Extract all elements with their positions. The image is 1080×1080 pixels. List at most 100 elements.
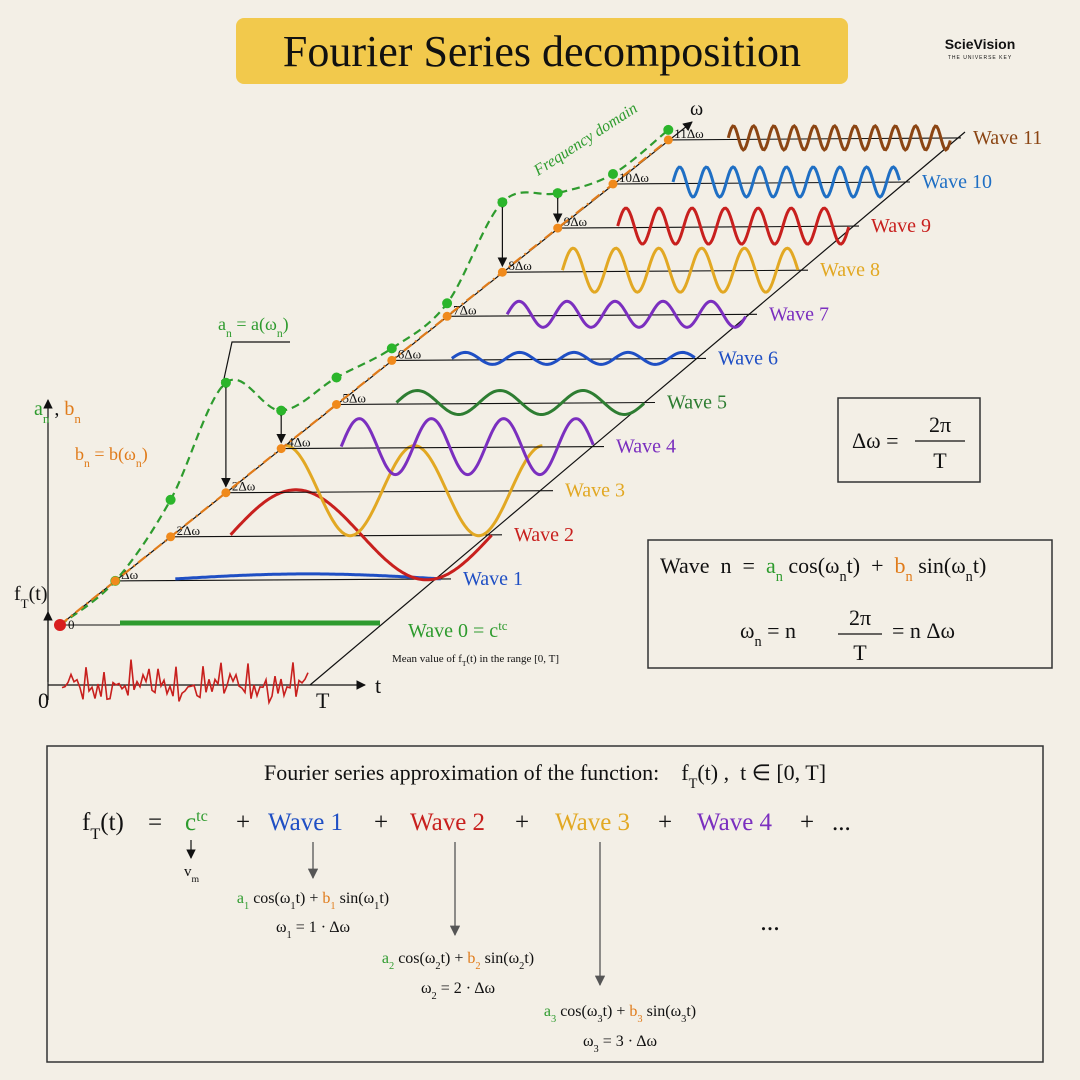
- orange-point: [608, 179, 618, 189]
- text-run: Mean value of f: [392, 653, 462, 665]
- orange-point: [110, 576, 120, 586]
- frequency-tick: 8Δω: [508, 258, 532, 273]
- orange-envelope: [59, 139, 669, 626]
- text-run: +: [236, 809, 250, 836]
- frame-line: [115, 578, 452, 582]
- text-run: f: [82, 809, 91, 836]
- script-text: 2: [389, 961, 394, 972]
- orange-point: [497, 267, 507, 277]
- text-run: = 3 · Δω: [599, 1033, 657, 1050]
- script-text: 3: [637, 1014, 642, 1025]
- script-text: 2: [519, 961, 524, 972]
- wave-curve: [339, 417, 595, 477]
- script-text: T: [689, 776, 698, 792]
- text-run: a: [766, 553, 776, 578]
- orange-point: [442, 311, 452, 321]
- wave-label: Wave 11: [973, 127, 1042, 149]
- frame-line: [391, 357, 707, 361]
- amplitude-label: an , bn: [34, 398, 81, 426]
- omega-n-rhs: = n Δω: [892, 618, 955, 643]
- text-run: (t): [29, 583, 48, 605]
- wave-curve: [616, 206, 851, 246]
- origin-point: [54, 619, 66, 631]
- text-run: b: [467, 950, 475, 967]
- text-run: ): [142, 444, 148, 465]
- equation-part: +: [800, 809, 814, 836]
- frequency-tick: 2Δω: [177, 523, 201, 538]
- green-envelope: [59, 129, 669, 626]
- script-text: n: [840, 569, 847, 585]
- an-leader: [221, 341, 290, 389]
- equation-part: +: [658, 809, 672, 836]
- wave-curve: [560, 246, 800, 294]
- script-text: 1: [374, 901, 379, 912]
- wave-curve: [229, 488, 493, 582]
- text-run: t) +: [296, 890, 323, 907]
- frame-line: [668, 137, 962, 141]
- wave-curve: [671, 165, 901, 199]
- term-omega: ω1 = 1 · Δω: [276, 919, 350, 941]
- frequency-tick: 9Δω: [564, 214, 588, 229]
- script-text: n: [277, 327, 283, 340]
- script-text: 2: [475, 961, 480, 972]
- text-run: t): [973, 553, 986, 578]
- frequency-tick: Δω: [121, 567, 138, 582]
- text-run: b: [629, 1003, 637, 1020]
- equation-part: ...: [832, 809, 851, 836]
- green-point: [331, 372, 342, 383]
- text-run: b: [322, 890, 330, 907]
- title-banner: [236, 18, 848, 84]
- frame-line: [557, 225, 860, 229]
- text-run: v: [184, 864, 192, 880]
- delta-box: [837, 397, 981, 483]
- green-point: [386, 343, 397, 354]
- term-omega: ω2 = 2 · Δω: [421, 980, 495, 1002]
- text-run: a: [218, 314, 226, 334]
- origin-label: 0: [38, 688, 49, 713]
- script-text: n: [74, 411, 81, 426]
- frequency-tick: 10Δω: [619, 170, 649, 185]
- text-run: cos(ω: [556, 1003, 597, 1020]
- script-text: n: [966, 569, 973, 585]
- text-run: ω: [421, 980, 432, 997]
- frame-line: [225, 490, 554, 494]
- wave-label: Wave 3: [565, 480, 625, 502]
- text-run: ω: [740, 618, 754, 643]
- an-label: an = a(ωn): [218, 314, 289, 340]
- approximation-title: Fourier series approximation of the func…: [264, 760, 826, 792]
- text-run: +: [515, 809, 529, 836]
- wave-n-formula: Wave n = an cos(ωnt) + bn sin(ωnt): [660, 553, 986, 585]
- frequency-tick: 4Δω: [287, 435, 311, 450]
- text-run: sin(ω: [643, 1003, 682, 1020]
- script-text: n: [754, 634, 761, 650]
- wave-curve: [726, 123, 952, 152]
- text-run: b: [75, 444, 84, 464]
- equation-part: Wave 1: [268, 809, 343, 836]
- text-run: a: [34, 398, 43, 420]
- green-point: [663, 124, 674, 135]
- equation-part: Wave 2: [410, 809, 485, 836]
- brand: ScieVision: [945, 36, 1016, 52]
- text-run: = 2 · Δω: [437, 980, 495, 997]
- wave-curve: [505, 299, 747, 329]
- script-text: 1: [244, 901, 249, 912]
- text-run: t): [524, 950, 534, 967]
- term-expression: a2 cos(ω2t) + b2 sin(ω2t): [382, 950, 534, 972]
- text-run: f: [14, 583, 21, 605]
- wave0-label: Wave 0 = ctc: [408, 618, 508, 643]
- text-run: a: [237, 890, 244, 907]
- script-text: 2: [432, 991, 437, 1002]
- wave-label: Wave 8: [820, 259, 880, 281]
- orange-point: [663, 135, 673, 145]
- script-text: n: [226, 327, 232, 340]
- script-text: 3: [597, 1014, 602, 1025]
- text-run: a: [544, 1003, 551, 1020]
- orange-point: [332, 400, 341, 409]
- text-run: (t) , t ∈ [0, T]: [697, 760, 826, 785]
- text-run: = n: [762, 618, 796, 643]
- text-run: Fourier series approximation of the func…: [264, 760, 689, 785]
- delta-num: 2π: [929, 412, 951, 437]
- script-text: n: [136, 457, 142, 470]
